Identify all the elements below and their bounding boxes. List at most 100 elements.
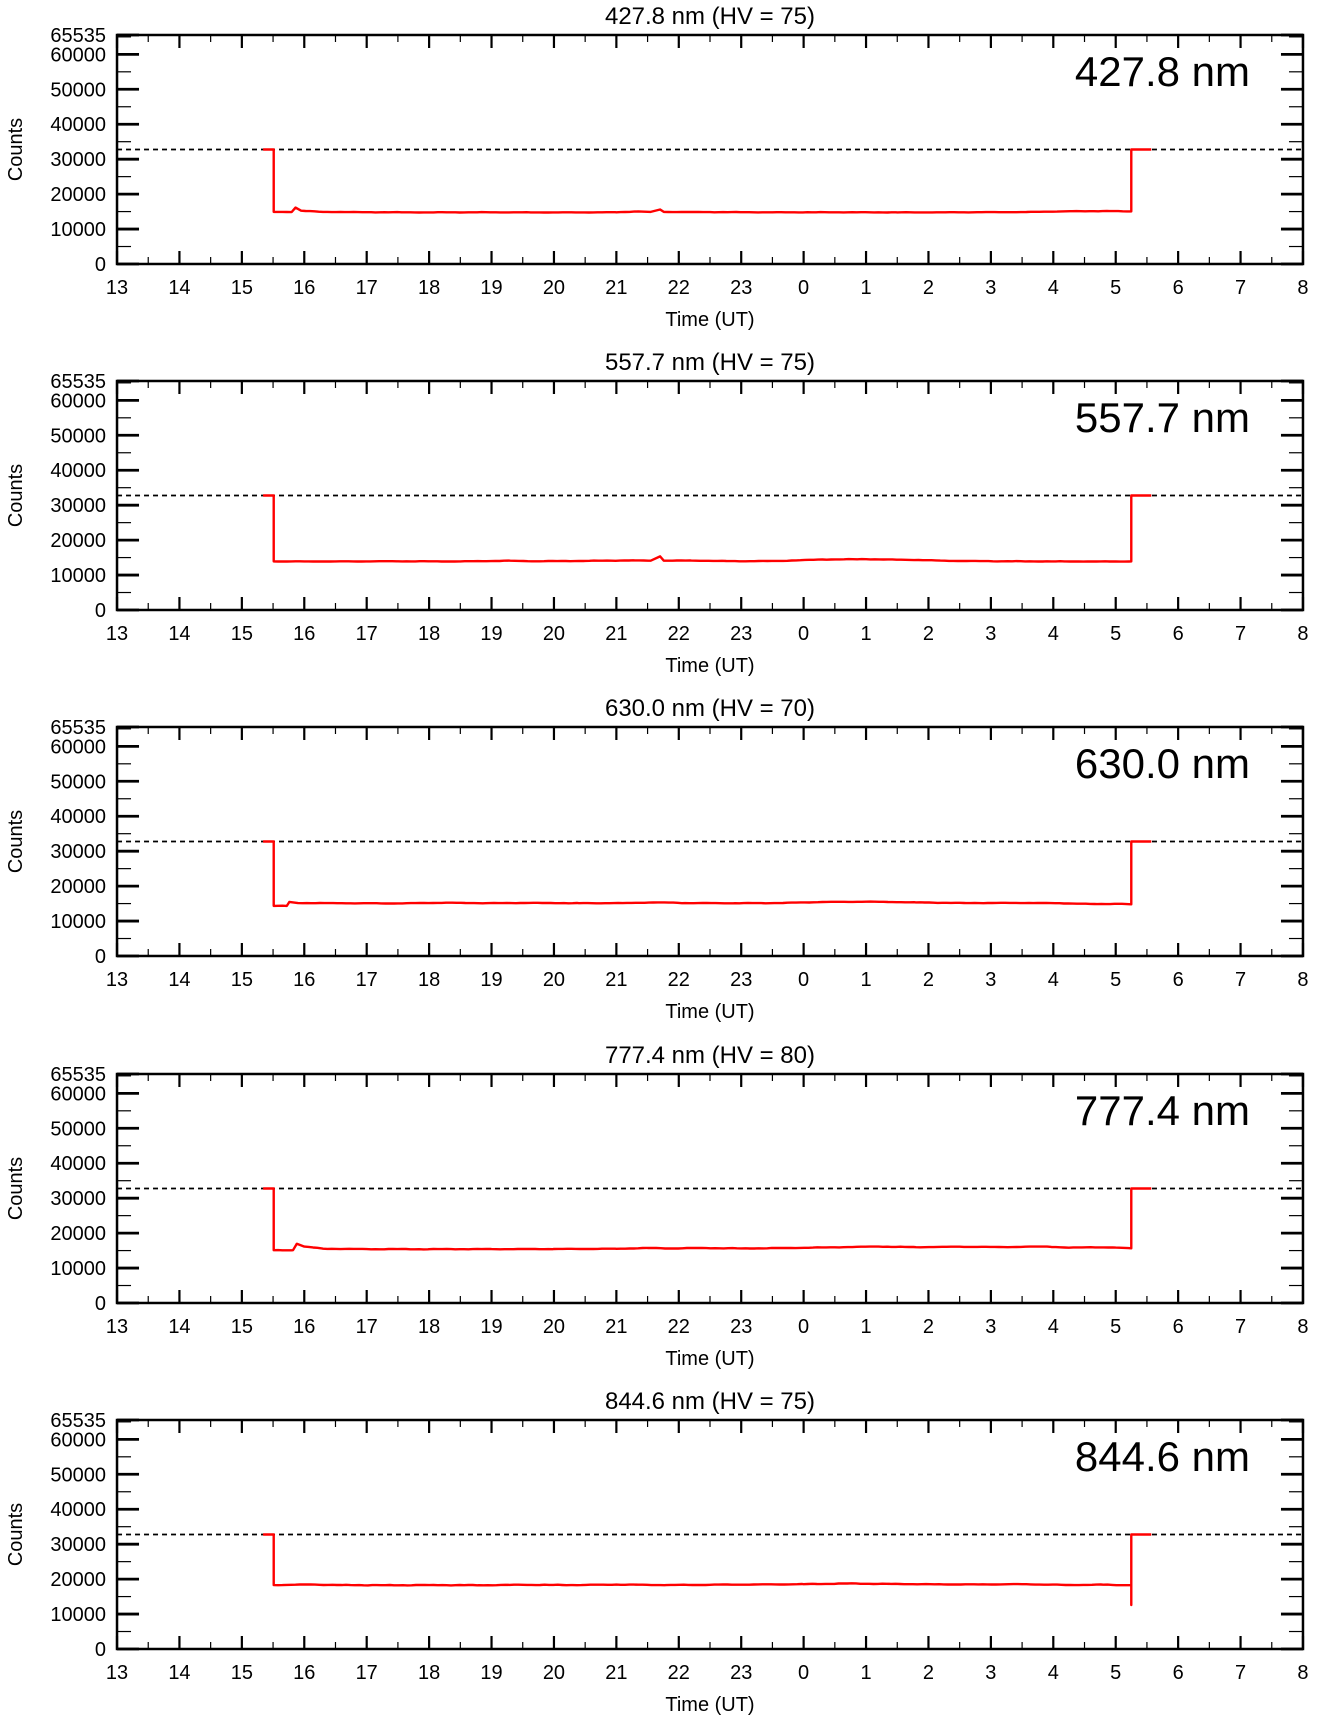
y-tick-label: 30000 [50, 1188, 106, 1210]
y-axis-label: Counts [5, 810, 27, 873]
x-tick-label: 16 [293, 969, 315, 991]
y-tick-label: 0 [95, 1639, 106, 1661]
x-tick-label: 18 [418, 1662, 440, 1684]
x-tick-label: 15 [231, 623, 253, 645]
panel-title: 777.4 nm (HV = 80) [605, 1042, 815, 1069]
data-line [263, 840, 1152, 908]
x-tick-label: 18 [418, 277, 440, 299]
wavelength-label: 630.0 nm [1075, 740, 1250, 787]
x-tick-label: 6 [1173, 969, 1184, 991]
x-tick-label: 2 [923, 1316, 934, 1338]
x-tick-label: 15 [231, 277, 253, 299]
y-tick-label: 0 [95, 254, 106, 276]
x-tick-label: 2 [923, 969, 934, 991]
x-tick-label: 22 [668, 1316, 690, 1338]
wavelength-label: 844.6 nm [1075, 1433, 1250, 1480]
x-tick-label: 13 [106, 1662, 128, 1684]
x-tick-label: 23 [730, 1662, 752, 1684]
y-tick-label: 65535 [50, 1410, 106, 1432]
x-tick-label: 8 [1297, 969, 1308, 991]
data-line [263, 1533, 1152, 1606]
x-tick-label: 20 [543, 1662, 565, 1684]
x-tick-label: 3 [985, 969, 996, 991]
y-tick-label: 60000 [50, 391, 106, 413]
y-tick-label: 20000 [50, 530, 106, 552]
x-tick-label: 3 [985, 623, 996, 645]
x-tick-label: 4 [1048, 1316, 1059, 1338]
x-tick-label: 14 [168, 1316, 190, 1338]
x-tick-label: 1 [860, 1316, 871, 1338]
y-tick-label: 60000 [50, 1083, 106, 1105]
x-tick-label: 2 [923, 277, 934, 299]
x-tick-label: 18 [418, 623, 440, 645]
y-tick-label: 20000 [50, 1223, 106, 1245]
panel-title: 630.0 nm (HV = 70) [605, 695, 815, 722]
y-tick-label: 20000 [50, 876, 106, 898]
y-tick-label: 65535 [50, 1064, 106, 1086]
x-tick-label: 0 [798, 623, 809, 645]
x-tick-label: 4 [1048, 277, 1059, 299]
x-tick-label: 5 [1110, 1316, 1121, 1338]
x-tick-label: 3 [985, 277, 996, 299]
y-tick-label: 50000 [50, 1464, 106, 1486]
y-tick-label: 60000 [50, 737, 106, 759]
x-tick-label: 5 [1110, 1662, 1121, 1684]
x-tick-label: 5 [1110, 277, 1121, 299]
panel-777.4-nm: 0 10000 20000 30000 40000 50000 60000 65535 13 14… [0, 1039, 1336, 1385]
y-tick-label: 50000 [50, 425, 106, 447]
x-tick-label: 16 [293, 1316, 315, 1338]
x-tick-label: 19 [480, 623, 502, 645]
y-tick-label: 65535 [50, 717, 106, 739]
y-tick-label: 30000 [50, 149, 106, 171]
y-tick-label: 20000 [50, 184, 106, 206]
y-tick-label: 50000 [50, 1118, 106, 1140]
panel-title: 427.8 nm (HV = 75) [605, 3, 815, 30]
panel-844.6-nm: 0 10000 20000 30000 40000 50000 60000 65535 13 14… [0, 1385, 1336, 1731]
panel-557.7-nm: 0 10000 20000 30000 40000 50000 60000 65535 13 14… [0, 346, 1336, 692]
y-tick-label: 30000 [50, 1534, 106, 1556]
y-tick-label: 10000 [50, 911, 106, 933]
x-tick-label: 21 [605, 623, 627, 645]
x-tick-label: 5 [1110, 969, 1121, 991]
x-tick-label: 7 [1235, 623, 1246, 645]
y-tick-label: 10000 [50, 219, 106, 241]
panel-630.0-nm: 0 10000 20000 30000 40000 50000 60000 65535 13 14… [0, 692, 1336, 1038]
x-tick-label: 7 [1235, 277, 1246, 299]
y-tick-label: 40000 [50, 460, 106, 482]
y-tick-label: 50000 [50, 79, 106, 101]
wavelength-label: 777.4 nm [1075, 1087, 1250, 1134]
wavelength-label: 557.7 nm [1075, 394, 1250, 441]
x-tick-label: 8 [1297, 623, 1308, 645]
plot-box [115, 726, 1305, 958]
x-tick-label: 20 [543, 1316, 565, 1338]
x-tick-label: 7 [1235, 1316, 1246, 1338]
y-axis-label: Counts [5, 1503, 27, 1566]
x-tick-label: 14 [168, 969, 190, 991]
x-tick-label: 16 [293, 1662, 315, 1684]
panel-title: 844.6 nm (HV = 75) [605, 1388, 815, 1415]
x-tick-label: 0 [798, 1316, 809, 1338]
x-tick-label: 8 [1297, 1316, 1308, 1338]
x-tick-label: 19 [480, 277, 502, 299]
x-tick-label: 4 [1048, 623, 1059, 645]
y-tick-label: 50000 [50, 772, 106, 794]
x-tick-label: 6 [1173, 277, 1184, 299]
x-tick-label: 18 [418, 969, 440, 991]
y-tick-label: 10000 [50, 1604, 106, 1626]
data-line [263, 494, 1152, 563]
x-tick-label: 8 [1297, 1662, 1308, 1684]
x-tick-label: 18 [418, 1316, 440, 1338]
x-tick-label: 20 [543, 623, 565, 645]
x-tick-label: 13 [106, 623, 128, 645]
y-tick-label: 40000 [50, 114, 106, 136]
x-tick-label: 6 [1173, 1316, 1184, 1338]
y-tick-label: 30000 [50, 842, 106, 864]
y-tick-label: 10000 [50, 1258, 106, 1280]
x-tick-label: 17 [356, 1662, 378, 1684]
x-tick-label: 15 [231, 1316, 253, 1338]
x-tick-label: 1 [860, 623, 871, 645]
